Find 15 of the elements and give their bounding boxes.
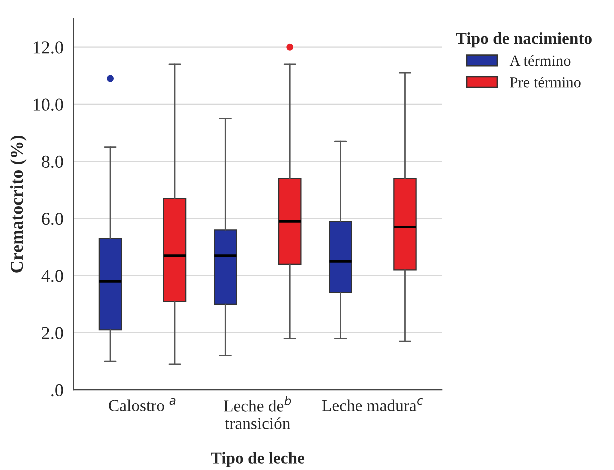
legend-label: Pre término: [510, 76, 581, 88]
y-axis-title: Crematocrito (%): [10, 136, 27, 273]
legend-label: A término: [510, 55, 571, 66]
y-tick-label: 4.0: [42, 270, 64, 282]
legend-title: Tipo de nacimiento: [456, 32, 592, 48]
y-tick-label: 12.0: [34, 42, 64, 54]
y-tick-label: 8.0: [42, 156, 64, 168]
y-tick-label: 6.0: [42, 212, 64, 226]
x-tick-label: Leche madura$^{c}$: [322, 398, 424, 412]
y-tick-label: .0: [52, 384, 64, 397]
y-tick-label: 2.0: [42, 327, 64, 340]
x-tick-label: Leche de$^{b}$ transición: [224, 396, 292, 430]
y-tick-label: 10.0: [34, 98, 64, 112]
x-tick-label: Calostro $^{a}$: [109, 398, 176, 412]
x-axis-title: Tipo de leche: [211, 452, 305, 468]
